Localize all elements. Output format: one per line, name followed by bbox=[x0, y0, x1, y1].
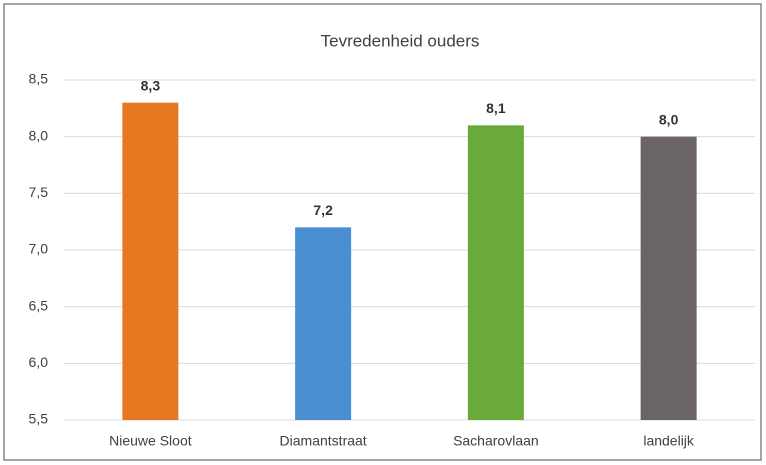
x-tick-label: Diamantstraat bbox=[280, 433, 367, 449]
x-tick-label: landelijk bbox=[643, 433, 695, 449]
y-tick-label: 6,5 bbox=[29, 297, 49, 313]
y-tick-label: 5,5 bbox=[29, 411, 49, 427]
x-tick-label: Sacharovlaan bbox=[453, 433, 539, 449]
y-tick-label: 7,5 bbox=[29, 184, 49, 200]
bar bbox=[640, 136, 697, 420]
y-tick-label: 8,5 bbox=[29, 71, 49, 87]
y-tick-label: 7,0 bbox=[29, 241, 49, 257]
y-tick-label: 8,0 bbox=[29, 127, 49, 143]
bar bbox=[295, 227, 352, 420]
bar bbox=[122, 102, 179, 421]
chart-title: Tevredenheid ouders bbox=[321, 31, 480, 50]
data-label: 8,0 bbox=[659, 111, 679, 127]
y-tick-label: 6,0 bbox=[29, 354, 49, 370]
data-label: 7,2 bbox=[313, 202, 333, 218]
data-label: 8,1 bbox=[486, 100, 506, 116]
bar bbox=[467, 125, 524, 420]
x-tick-label: Nieuwe Sloot bbox=[109, 433, 192, 449]
data-label: 8,3 bbox=[141, 77, 161, 93]
